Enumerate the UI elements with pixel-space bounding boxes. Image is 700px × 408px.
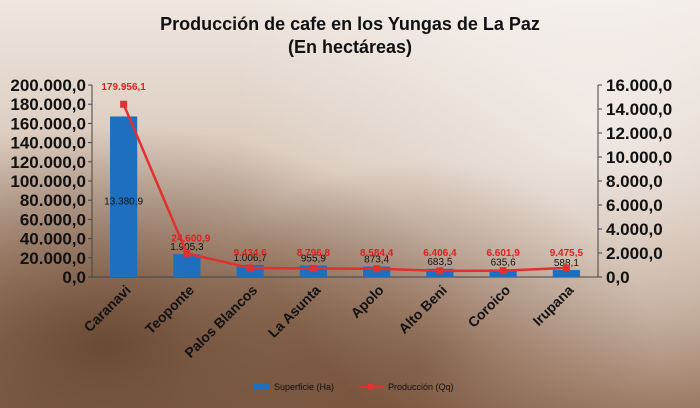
legend-bar-label: Superficie (Ha) <box>274 382 334 392</box>
y-right-tick-label: 16.000,0 <box>606 76 672 95</box>
category-label: Caranavi <box>81 282 134 335</box>
line-value-label: 6.406,4 <box>423 248 457 259</box>
y-left-tick-label: 40.000,0 <box>20 230 86 249</box>
line-value-label: 179.956,1 <box>101 82 146 93</box>
y-left-tick-label: 0,0 <box>62 268 86 287</box>
y-right-tick-label: 14.000,0 <box>606 100 672 119</box>
line-value-label: 8.796,8 <box>297 248 331 259</box>
bar-value-label: 635,6 <box>491 257 516 268</box>
line-marker <box>120 100 128 108</box>
bar <box>552 269 580 277</box>
line-marker <box>309 265 317 273</box>
y-left-tick-label: 20.000,0 <box>20 249 86 268</box>
line-value-label: 9.434,6 <box>233 248 267 259</box>
y-right-tick-label: 2.000,0 <box>606 244 663 263</box>
line-marker <box>246 264 254 272</box>
y-left-tick-label: 160.000,0 <box>10 114 86 133</box>
bar-value-label: 683,5 <box>427 257 452 268</box>
line-value-label: 6.601,9 <box>486 248 520 259</box>
line-value-label: 24.600,9 <box>171 233 210 244</box>
line-marker <box>562 264 570 272</box>
legend-line-marker <box>368 384 374 390</box>
y-left-tick-label: 120.000,0 <box>10 153 86 172</box>
y-left-tick-label: 80.000,0 <box>20 191 86 210</box>
y-right-tick-label: 0,0 <box>606 268 630 287</box>
bar-value-label: 1.006,7 <box>233 253 267 264</box>
category-label: Apolo <box>347 282 386 321</box>
y-right-tick-label: 10.000,0 <box>606 148 672 167</box>
category-label: Irupana <box>529 282 576 329</box>
y-left-tick-label: 100.000,0 <box>10 172 86 191</box>
bar-value-label: 588,1 <box>554 258 579 269</box>
y-left-tick-label: 200.000,0 <box>10 76 86 95</box>
line-path <box>122 103 567 273</box>
y-right-tick-label: 12.000,0 <box>606 124 672 143</box>
bar-value-label: 955,9 <box>301 254 326 265</box>
y-right-tick-label: 6.000,0 <box>606 196 663 215</box>
line-marker <box>499 267 507 275</box>
chart-axes: 0,020.000,040.000,060.000,080.000,0100.0… <box>10 76 672 287</box>
line-marker <box>436 267 444 275</box>
y-right-tick-label: 8.000,0 <box>606 172 663 191</box>
line-marker <box>373 265 381 273</box>
legend-line-label: Producción (Qq) <box>388 382 454 392</box>
category-label: La Asunta <box>265 282 324 341</box>
y-left-tick-label: 60.000,0 <box>20 210 86 229</box>
category-label: Teoponte <box>142 282 197 337</box>
category-label: Coroico <box>465 282 514 331</box>
bar <box>110 116 138 277</box>
bar-value-label: 1.905,3 <box>170 242 204 253</box>
y-right-tick-label: 4.000,0 <box>606 220 663 239</box>
line-series: 179.956,1 24.600,9 9.434,6 8.796,8 8.584,4 6.… <box>101 82 584 275</box>
line-marker <box>183 249 191 257</box>
bar-value-label: 13.380,9 <box>104 197 143 208</box>
line-value-label: 8.584,4 <box>360 248 394 259</box>
bar <box>173 254 201 277</box>
y-left-tick-label: 180.000,0 <box>10 95 86 114</box>
chart-title: Producción de cafe en los Yungas de La P… <box>160 14 540 34</box>
y-left-tick-label: 140.000,0 <box>10 134 86 153</box>
line-value-label: 9.475,5 <box>550 248 584 259</box>
legend-bar-swatch <box>254 384 270 390</box>
bar-series: 13.380,9 1.905,3 1.006,7 955,9 873,4 683,5 635… <box>104 116 580 277</box>
category-label: Alto Beni <box>395 282 450 337</box>
chart-legend: Superficie (Ha) Producción (Qq) <box>254 382 454 392</box>
chart-subtitle: (En hectáreas) <box>288 37 412 57</box>
bar-value-label: 873,4 <box>364 255 389 266</box>
